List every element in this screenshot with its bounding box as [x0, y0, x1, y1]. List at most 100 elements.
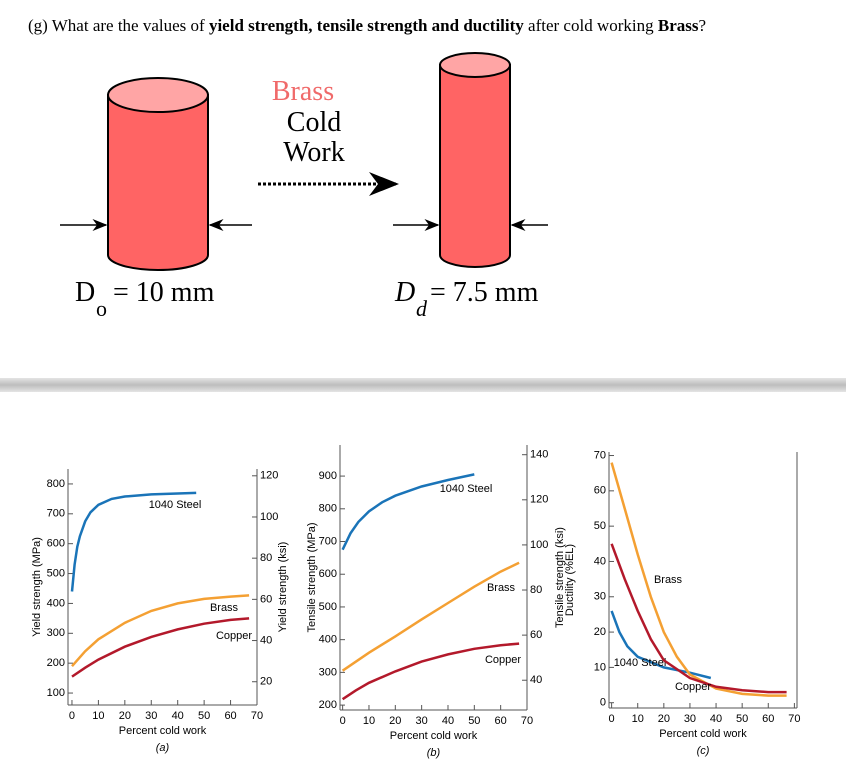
x-tick-label: 30 — [684, 713, 696, 725]
x-axis-title: Percent cold work — [390, 730, 478, 742]
y-tick-label: 900 — [319, 470, 337, 482]
series-line — [341, 473, 475, 551]
y2-tick-label: 60 — [260, 593, 272, 605]
dimension-subscript: o — [96, 296, 107, 321]
x-tick-label: 10 — [92, 710, 104, 722]
y2-tick-label: 80 — [260, 552, 272, 564]
series-label: Brass — [210, 602, 239, 614]
series-label: Brass — [654, 574, 683, 586]
series-line — [341, 642, 520, 701]
x-tick-label: 70 — [251, 710, 263, 722]
series-line — [341, 561, 520, 672]
y-tick-label: 300 — [47, 627, 65, 639]
x-tick-label: 20 — [389, 715, 401, 727]
y-tick-label: 800 — [319, 503, 337, 515]
y-tick-label: 600 — [319, 568, 337, 580]
y-tick-label: 100 — [47, 687, 65, 699]
series-line — [610, 543, 787, 694]
y-tick-label: 30 — [594, 591, 606, 603]
material-label: Brass — [272, 76, 334, 107]
y-tick-label: 400 — [47, 597, 65, 609]
question-text: (g) What are the values of — [28, 16, 209, 35]
y-tick-label: 70 — [594, 449, 606, 461]
x-tick-label: 20 — [658, 713, 670, 725]
y2-tick-label: 140 — [530, 449, 548, 461]
x-tick-label: 40 — [442, 715, 454, 727]
series-line — [70, 491, 197, 592]
dimension-value: = 7.5 mm — [430, 277, 539, 308]
y-axis-title: Ductility (%EL) — [564, 544, 576, 616]
series-label: 1040 Steel — [440, 483, 493, 495]
x-tick-label: 30 — [145, 710, 157, 722]
x-tick-label: 60 — [224, 710, 236, 722]
x-tick-label: 0 — [69, 710, 75, 722]
x-tick-label: 70 — [788, 713, 800, 725]
question-text: ? — [698, 16, 707, 35]
dimension-symbol: D — [75, 277, 95, 308]
y2-tick-label: 100 — [260, 511, 278, 523]
question-bold: yield strength, tensile strength and duc… — [208, 16, 524, 35]
y2-tick-label: 100 — [530, 539, 548, 551]
x-tick-label: 50 — [198, 710, 210, 722]
y-tick-label: 300 — [319, 666, 337, 678]
series-line — [610, 610, 712, 680]
y-tick-label: 700 — [47, 508, 65, 520]
x-tick-label: 50 — [468, 715, 480, 727]
y-tick-label: 0 — [600, 697, 606, 709]
y-tick-label: 700 — [319, 535, 337, 547]
y2-tick-label: 80 — [530, 584, 542, 596]
y-axis-title: Yield strength (MPa) — [31, 537, 43, 637]
y2-tick-label: 120 — [530, 494, 548, 506]
y2-axis-title: Yield strength (ksi) — [277, 542, 289, 633]
y2-tick-label: 40 — [260, 634, 272, 646]
series-label: Copper — [216, 630, 252, 642]
y-tick-label: 10 — [594, 661, 606, 673]
x-tick-label: 60 — [762, 713, 774, 725]
dimension-symbol: D — [394, 277, 415, 308]
question-bold: Brass — [657, 16, 699, 35]
y-tick-label: 500 — [319, 601, 337, 613]
series-line — [610, 462, 787, 697]
question-text: after cold working — [523, 16, 658, 35]
y-tick-label: 800 — [47, 478, 65, 490]
x-tick-label: 40 — [172, 710, 184, 722]
y2-axis-title: Tensile strength (ksi) — [554, 527, 566, 628]
series-label: Copper — [485, 654, 521, 666]
x-axis-title: Percent cold work — [659, 728, 747, 740]
x-tick-label: 0 — [609, 713, 615, 725]
chart-caption: (b) — [427, 747, 441, 759]
y-tick-label: 200 — [319, 699, 337, 711]
y2-tick-label: 40 — [530, 674, 542, 686]
x-tick-label: 40 — [710, 713, 722, 725]
dimension-subscript: d — [416, 296, 428, 321]
dimension-value: = 10 mm — [113, 277, 215, 308]
series-line — [71, 594, 250, 668]
question: (g) What are the values of yield strengt… — [28, 16, 706, 36]
chart-caption: (c) — [697, 745, 710, 757]
series-label: Brass — [487, 582, 516, 594]
x-tick-label: 70 — [521, 715, 533, 727]
chart-caption: (a) — [156, 742, 170, 754]
process-label: Work — [283, 137, 345, 168]
y2-tick-label: 120 — [260, 470, 278, 482]
series-label: Copper — [675, 681, 711, 693]
y-tick-label: 50 — [594, 520, 606, 532]
cylinder-after — [439, 52, 511, 268]
x-tick-label: 50 — [736, 713, 748, 725]
x-tick-label: 60 — [495, 715, 507, 727]
y-tick-label: 40 — [594, 555, 606, 567]
x-tick-label: 30 — [416, 715, 428, 727]
y-tick-label: 200 — [47, 657, 65, 669]
x-tick-label: 0 — [340, 715, 346, 727]
y2-tick-label: 60 — [530, 629, 542, 641]
process-label: Cold — [287, 107, 341, 138]
y-axis-title: Tensile strength (MPa) — [306, 522, 318, 632]
cylinder-before — [107, 77, 209, 271]
y-tick-label: 400 — [319, 634, 337, 646]
x-tick-label: 20 — [119, 710, 131, 722]
series-line — [71, 617, 250, 678]
y-tick-label: 20 — [594, 626, 606, 638]
x-tick-label: 10 — [632, 713, 644, 725]
